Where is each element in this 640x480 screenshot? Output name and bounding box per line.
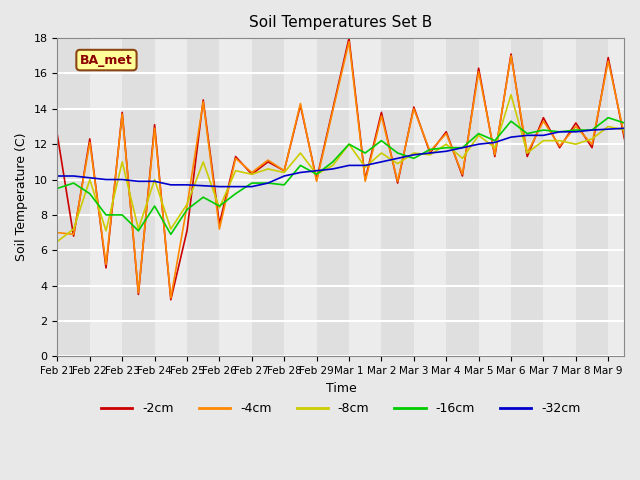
Bar bbox=[414, 38, 446, 356]
Bar bbox=[576, 38, 608, 356]
Bar bbox=[479, 38, 511, 356]
Bar bbox=[187, 38, 220, 356]
Bar bbox=[220, 38, 252, 356]
Bar bbox=[90, 38, 122, 356]
Bar bbox=[58, 38, 90, 356]
Bar bbox=[349, 38, 381, 356]
Bar bbox=[284, 38, 317, 356]
Bar bbox=[543, 38, 576, 356]
Bar bbox=[252, 38, 284, 356]
Bar bbox=[381, 38, 414, 356]
Bar bbox=[446, 38, 479, 356]
Bar bbox=[608, 38, 640, 356]
Bar bbox=[155, 38, 187, 356]
Title: Soil Temperatures Set B: Soil Temperatures Set B bbox=[250, 15, 433, 30]
Legend: -2cm, -4cm, -8cm, -16cm, -32cm: -2cm, -4cm, -8cm, -16cm, -32cm bbox=[96, 397, 586, 420]
Bar bbox=[511, 38, 543, 356]
Text: BA_met: BA_met bbox=[80, 54, 133, 67]
X-axis label: Time: Time bbox=[326, 382, 356, 395]
Bar bbox=[317, 38, 349, 356]
Bar bbox=[122, 38, 155, 356]
Y-axis label: Soil Temperature (C): Soil Temperature (C) bbox=[15, 133, 28, 262]
